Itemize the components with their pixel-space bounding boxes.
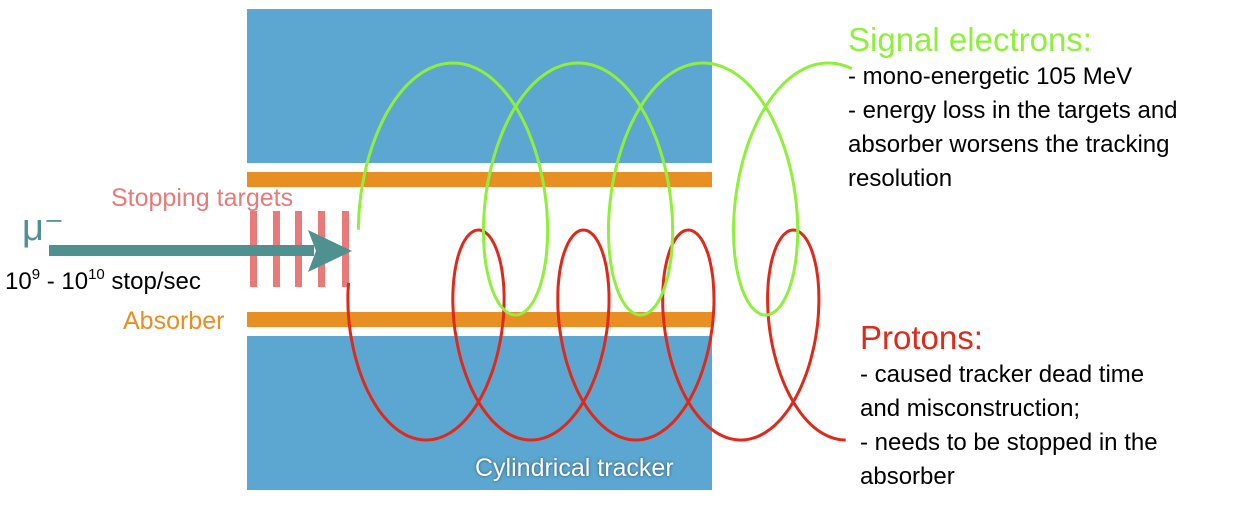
- tracker-upper: [247, 9, 712, 163]
- signal-electron-helix: [356, 61, 853, 317]
- protons-block: Protons: - caused tracker dead time and …: [860, 318, 1158, 494]
- signal-line: - energy loss in the targets and: [848, 97, 1178, 124]
- tracker-lower: [247, 336, 712, 490]
- protons-line: - needs to be stopped in the: [860, 429, 1158, 456]
- protons-line: - caused tracker dead time: [860, 361, 1145, 388]
- stopping-targets-label: Stopping targets: [111, 184, 293, 212]
- signal-electrons-title: Signal electrons:: [848, 21, 1092, 58]
- proton-helix: [346, 228, 846, 442]
- signal-line: absorber worsens the tracking: [848, 131, 1170, 158]
- signal-line: - mono-energetic 105 MeV: [848, 63, 1133, 90]
- protons-title: Protons:: [860, 319, 983, 356]
- absorber-lower: [247, 312, 712, 327]
- muon-beam-arrow: [49, 230, 352, 272]
- protons-line: absorber: [860, 463, 955, 490]
- signal-line: resolution: [848, 165, 953, 192]
- tracker-label: Cylindrical tracker: [475, 454, 674, 482]
- absorber-upper: [247, 172, 712, 187]
- absorber-label: Absorber: [123, 307, 224, 335]
- stop-rate-label: 109 - 1010 stop/sec: [5, 266, 201, 295]
- signal-electrons-block: Signal electrons: - mono-energetic 105 M…: [848, 20, 1178, 196]
- muon-symbol: μ⁻: [22, 207, 64, 249]
- protons-line: and misconstruction;: [860, 395, 1081, 422]
